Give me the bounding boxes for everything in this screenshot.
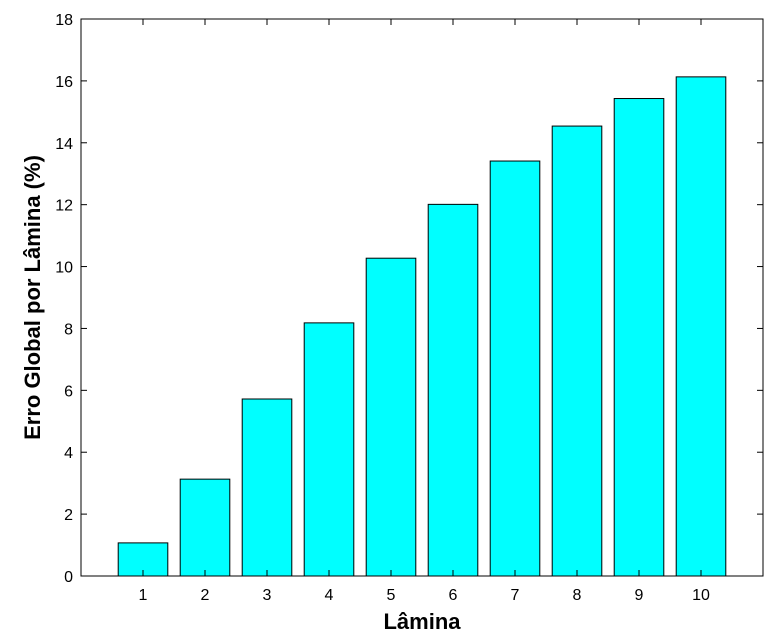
y-tick-label: 14 (55, 136, 73, 153)
y-tick-label: 4 (64, 445, 73, 462)
bar-6 (427, 203, 479, 577)
x-tick-label: 5 (387, 587, 396, 604)
bar-10 (675, 76, 727, 577)
bar-2 (179, 478, 231, 577)
bar-8 (551, 125, 603, 577)
y-tick-label: 8 (64, 321, 73, 338)
y-ticks-group: 0 2 4 6 8 10 12 14 16 18 (55, 12, 763, 586)
bar-9 (613, 98, 665, 577)
y-tick-label: 0 (64, 569, 73, 586)
x-tick-label: 9 (635, 587, 644, 604)
x-tick-label: 2 (201, 587, 210, 604)
bars-group (117, 76, 727, 577)
y-tick-label: 6 (64, 383, 73, 400)
plot-frame (80, 18, 764, 577)
x-tick-label: 1 (139, 587, 148, 604)
x-axis-label: Lâmina (383, 609, 461, 634)
x-tick-label: 8 (573, 587, 582, 604)
bar-4 (303, 322, 355, 577)
bar-7 (489, 160, 541, 577)
y-tick-label: 12 (55, 198, 73, 215)
x-tick-label: 10 (692, 587, 710, 604)
y-axis-label: Erro Global por Lâmina (%) (20, 155, 45, 440)
bar-3 (241, 398, 293, 577)
x-tick-label: 7 (511, 587, 520, 604)
x-ticks-group: 1 2 3 4 5 6 7 8 9 10 (139, 19, 710, 604)
y-tick-label: 2 (64, 507, 73, 524)
x-tick-label: 4 (325, 587, 334, 604)
x-tick-label: 3 (263, 587, 272, 604)
x-tick-label: 6 (449, 587, 458, 604)
y-tick-label: 16 (55, 74, 73, 91)
y-tick-label: 18 (55, 12, 73, 29)
y-tick-label: 10 (55, 260, 73, 277)
bar-5 (365, 257, 417, 577)
